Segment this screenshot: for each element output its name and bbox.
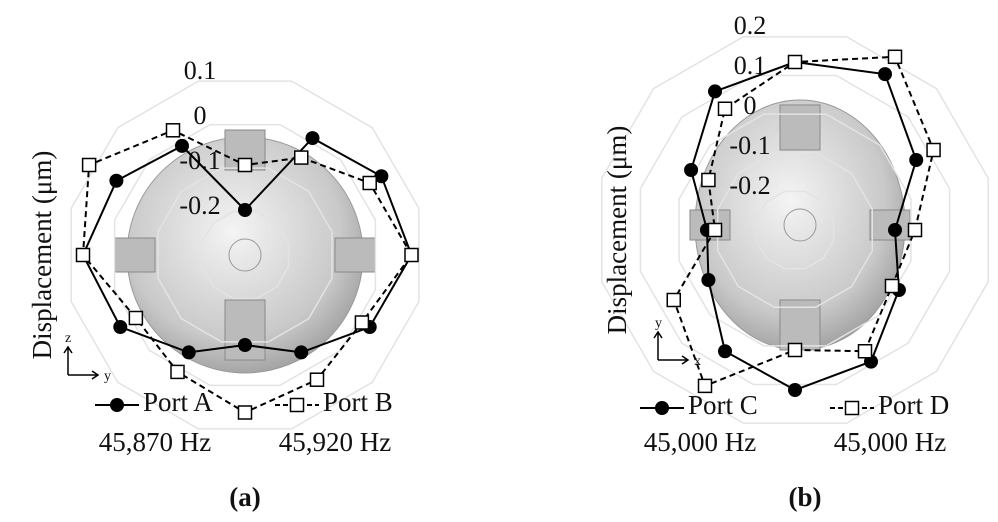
frequency-label: 45,000 Hz (644, 427, 756, 457)
data-point (701, 273, 715, 287)
axis-right-label: y (104, 369, 111, 384)
axis-up-label: z (65, 331, 71, 346)
data-point (311, 373, 324, 386)
data-point (306, 131, 320, 145)
data-point (175, 139, 189, 153)
axis-up-label: y (655, 316, 662, 331)
legend-marker (291, 399, 304, 412)
data-point (878, 67, 892, 81)
data-point (885, 280, 898, 293)
data-point (909, 153, 923, 167)
data-point (718, 344, 732, 358)
data-point (684, 163, 698, 177)
data-point (789, 344, 802, 357)
data-point (182, 345, 196, 359)
r-tick-label: -0.2 (179, 191, 220, 220)
r-tick-label: -0.2 (729, 171, 770, 200)
data-point (719, 102, 732, 115)
legend-label: Port D (878, 390, 949, 420)
axis-arrow (64, 347, 98, 379)
axis-right-label: x (694, 354, 701, 369)
legend-marker (846, 402, 859, 415)
legend-marker (655, 401, 669, 415)
r-tick-label: 0.1 (734, 51, 767, 80)
data-point (239, 406, 252, 419)
data-point (927, 144, 940, 157)
data-point (239, 159, 252, 172)
data-point (129, 312, 142, 325)
data-point (238, 203, 252, 217)
data-point (702, 174, 715, 187)
data-point (363, 177, 376, 190)
data-point (709, 224, 722, 237)
r-tick-label: 0.1 (184, 56, 217, 85)
panel-label: (b) (789, 482, 822, 512)
frequency-label: 45,000 Hz (834, 427, 946, 457)
data-point (699, 379, 712, 392)
axis-arrow (654, 332, 688, 364)
data-point (888, 223, 902, 237)
data-point (708, 84, 722, 98)
data-point (238, 338, 252, 352)
data-point (167, 124, 180, 137)
data-point (859, 345, 872, 358)
legend-marker (110, 398, 124, 412)
data-point (909, 224, 922, 237)
data-point (109, 174, 123, 188)
data-point (788, 383, 802, 397)
figure: 0.1 0 -0.1 -0.2 Port A 45,870 Hz Port B 45,920 … (0, 0, 998, 522)
frequency-label: 45,870 Hz (99, 427, 211, 457)
r-tick-label: 0 (194, 101, 207, 130)
axis-label: Displacement (μm) (27, 151, 57, 360)
data-point (77, 249, 90, 262)
legend-label: Port B (323, 387, 393, 417)
data-point (295, 151, 308, 164)
data-point (171, 365, 184, 378)
data-point (789, 56, 802, 69)
data-point (83, 159, 96, 172)
data-point (889, 50, 902, 63)
data-point (294, 345, 308, 359)
legend-label: Port A (143, 387, 213, 417)
r-tick-label: 0.2 (734, 11, 767, 40)
data-point (667, 294, 680, 307)
r-tick-label: -0.1 (729, 131, 770, 160)
frequency-label: 45,920 Hz (279, 427, 391, 457)
legend-label: Port C (688, 390, 758, 420)
axis-label: Displacement (μm) (602, 126, 632, 335)
data-point (355, 316, 368, 329)
data-point (405, 249, 418, 262)
panel-label: (a) (229, 482, 260, 512)
data-point (113, 320, 127, 334)
